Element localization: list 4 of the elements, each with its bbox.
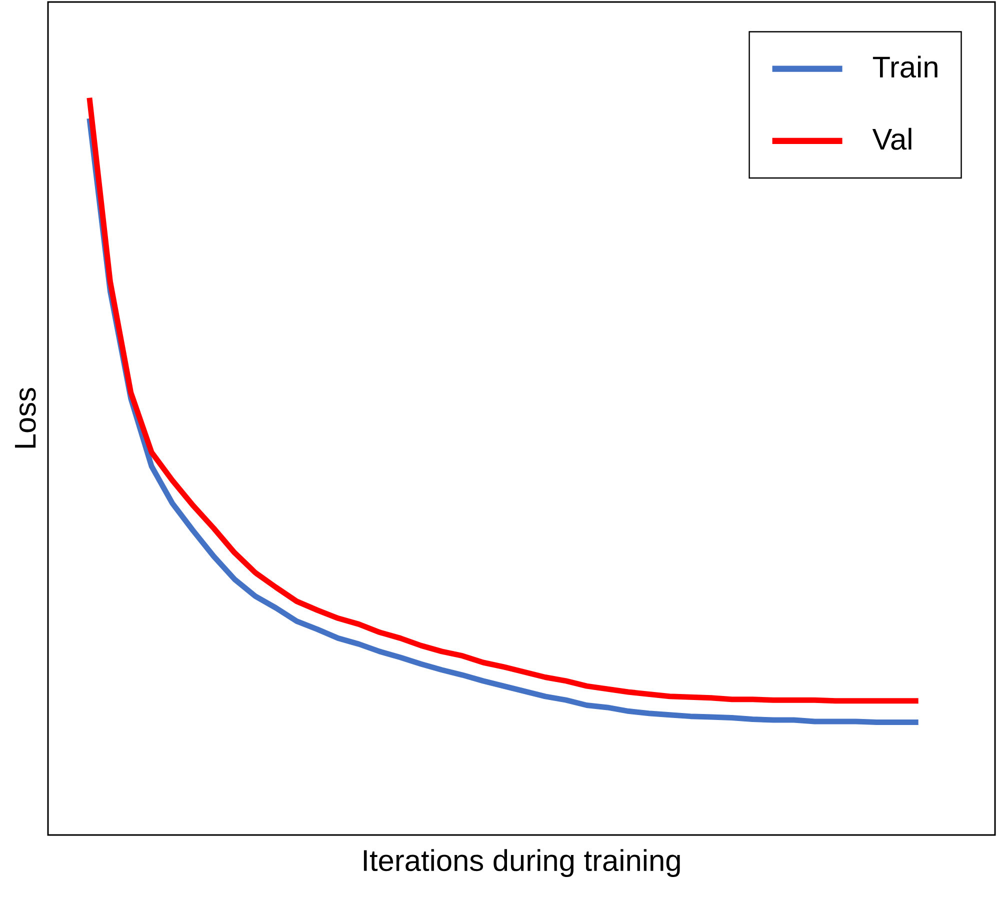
legend-label: Val [872,128,912,150]
y-axis-title: Loss [14,388,36,448]
x-axis-title: Iterations during training [364,849,680,878]
legend-label: Train [872,56,938,78]
